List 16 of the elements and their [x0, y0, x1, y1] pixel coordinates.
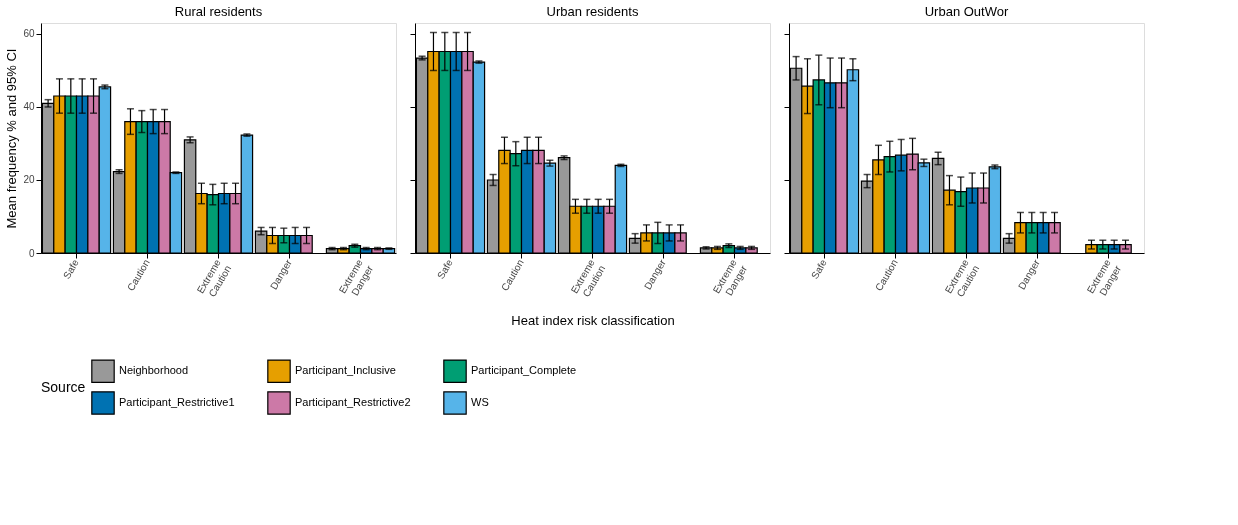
y-tick-label: 20 — [23, 174, 35, 186]
x-axis-title: Heat index risk classification — [511, 313, 675, 329]
y-tick-label: 0 — [28, 247, 35, 259]
legend-title: Source — [41, 379, 86, 395]
legend-label: Participant_Restrictive2 — [295, 396, 411, 408]
chart-title: Urban residents — [546, 4, 639, 19]
y-tick-label: 60 — [23, 28, 35, 40]
legend-label: WS — [471, 396, 489, 408]
y-axis-title: Mean frequency % and 95% CI — [4, 48, 20, 229]
chart-title: Rural residents — [174, 4, 263, 19]
legend-label: Neighborhood — [119, 364, 189, 377]
legend-label: Participant_Inclusive — [295, 364, 396, 377]
y-tick-label: 40 — [23, 101, 35, 113]
legend-label: Participant_Restrictive1 — [119, 396, 235, 408]
chart-title: Urban OutWor — [924, 4, 1009, 19]
legend-label: Participant_Complete — [471, 364, 577, 377]
